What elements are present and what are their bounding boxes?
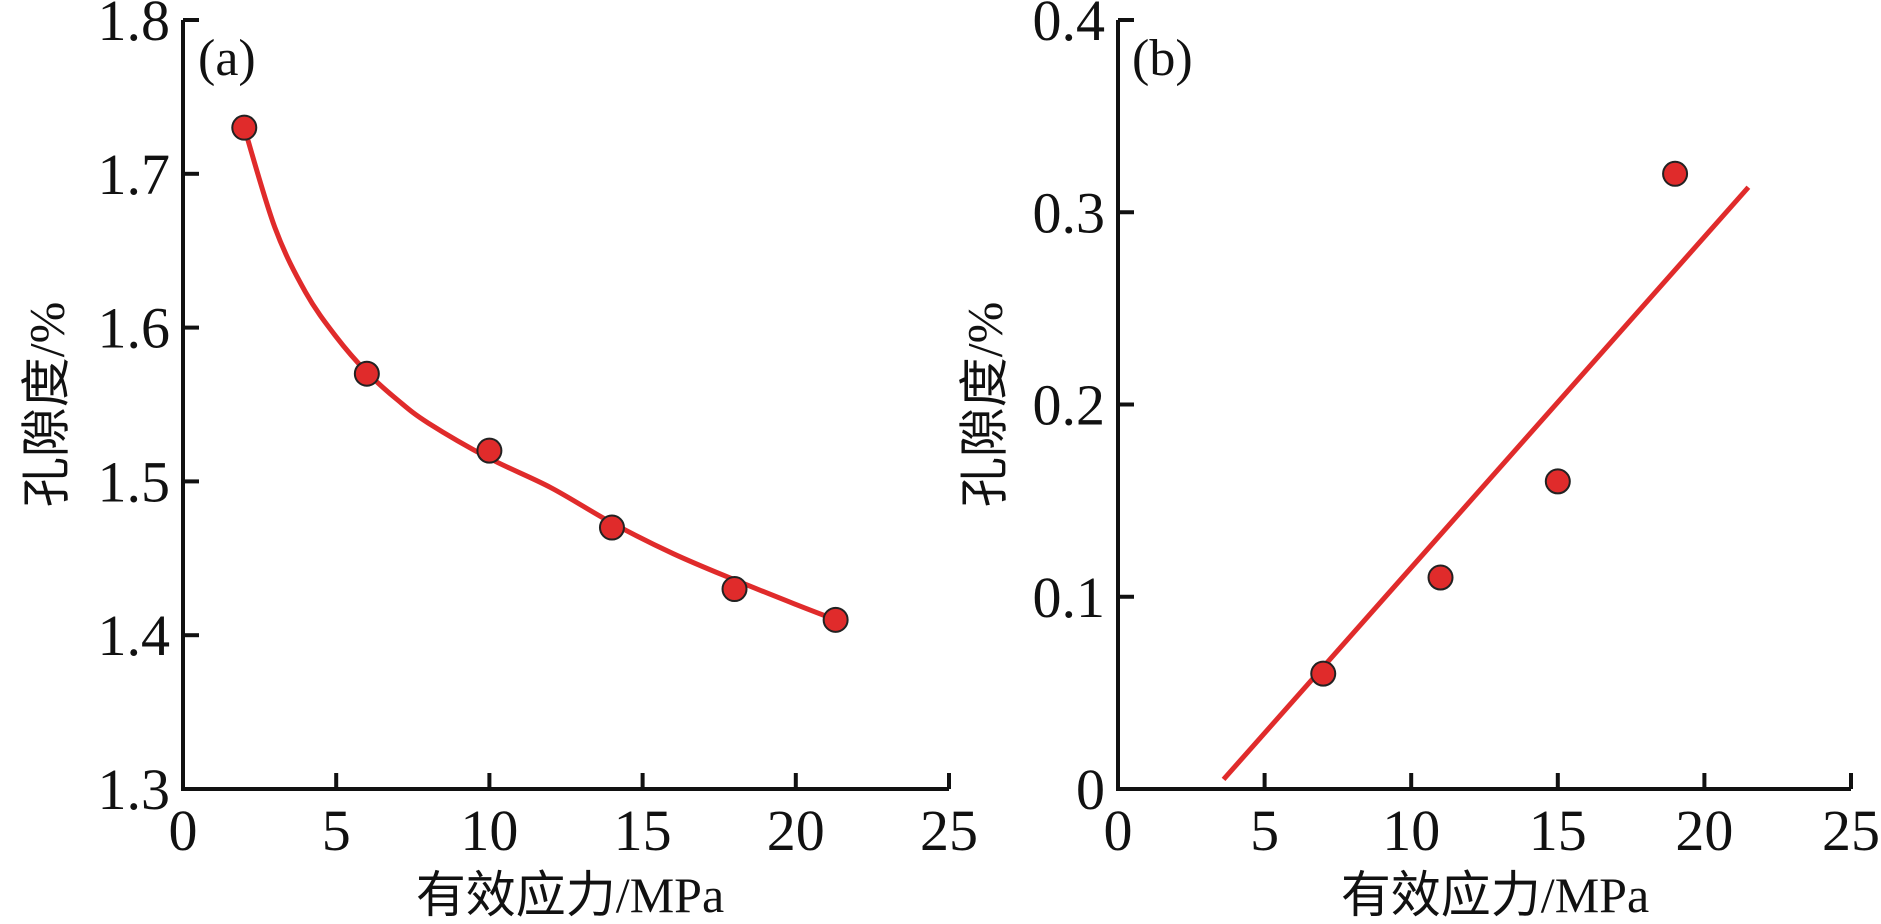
- x-tick-label: 5: [1250, 798, 1279, 863]
- y-tick-label: 1.7: [98, 142, 171, 207]
- x-tick-label: 20: [767, 798, 825, 863]
- y-tick-label: 0.3: [1033, 180, 1106, 245]
- x-tick-label: 15: [1529, 798, 1587, 863]
- data-point: [353, 360, 380, 387]
- fit-line: [1221, 185, 1751, 782]
- panel-a: 1.3 1.4 1.5 1.6 1.7 1.8 0 5 10 15 20 25 有效应力/MPa 孔隙度/…: [18, 0, 978, 923]
- x-tick-label: 20: [1675, 798, 1733, 863]
- panel-label: (b): [1132, 30, 1193, 87]
- x-tick-label: 0: [1104, 798, 1133, 863]
- data-point: [1662, 160, 1689, 187]
- data-point: [476, 437, 503, 464]
- data-point: [598, 514, 625, 541]
- x-tick-label: 10: [1382, 798, 1440, 863]
- y-tick-label: 0: [1076, 757, 1105, 822]
- y-tick-label: 1.5: [98, 449, 171, 514]
- x-tick-label: 15: [614, 798, 672, 863]
- y-tick-label: 0.2: [1033, 373, 1106, 438]
- panel-label: (a): [198, 30, 256, 87]
- y-axis-title: 孔隙度/%: [18, 302, 74, 508]
- y-tick-label: 0.4: [1033, 0, 1106, 53]
- x-axis-title: 有效应力/MPa: [416, 867, 724, 923]
- x-tick-label: 25: [920, 798, 978, 863]
- y-axis-title: 孔隙度/%: [956, 302, 1012, 508]
- data-point: [721, 576, 748, 603]
- data-point: [1310, 660, 1337, 687]
- data-point: [1544, 468, 1571, 495]
- x-tick-label: 5: [322, 798, 351, 863]
- data-point: [822, 606, 849, 633]
- x-tick-label: 0: [169, 798, 198, 863]
- x-axis-title: 有效应力/MPa: [1341, 867, 1649, 923]
- data-point: [1427, 564, 1454, 591]
- y-tick-label: 0.1: [1033, 565, 1106, 630]
- y-tick-label: 1.6: [98, 296, 171, 361]
- y-tick-label: 1.3: [98, 757, 171, 822]
- y-tick-label: 1.4: [98, 603, 171, 668]
- x-tick-label: 10: [460, 798, 518, 863]
- y-tick-label: 1.8: [98, 0, 171, 53]
- fit-line: [241, 126, 837, 623]
- panel-b: 0 0.1 0.2 0.3 0.4 0 5 10 15 20 25 有效应力/MPa 孔隙度/% (b): [956, 0, 1880, 923]
- x-tick-label: 25: [1822, 798, 1880, 863]
- data-point: [231, 114, 258, 141]
